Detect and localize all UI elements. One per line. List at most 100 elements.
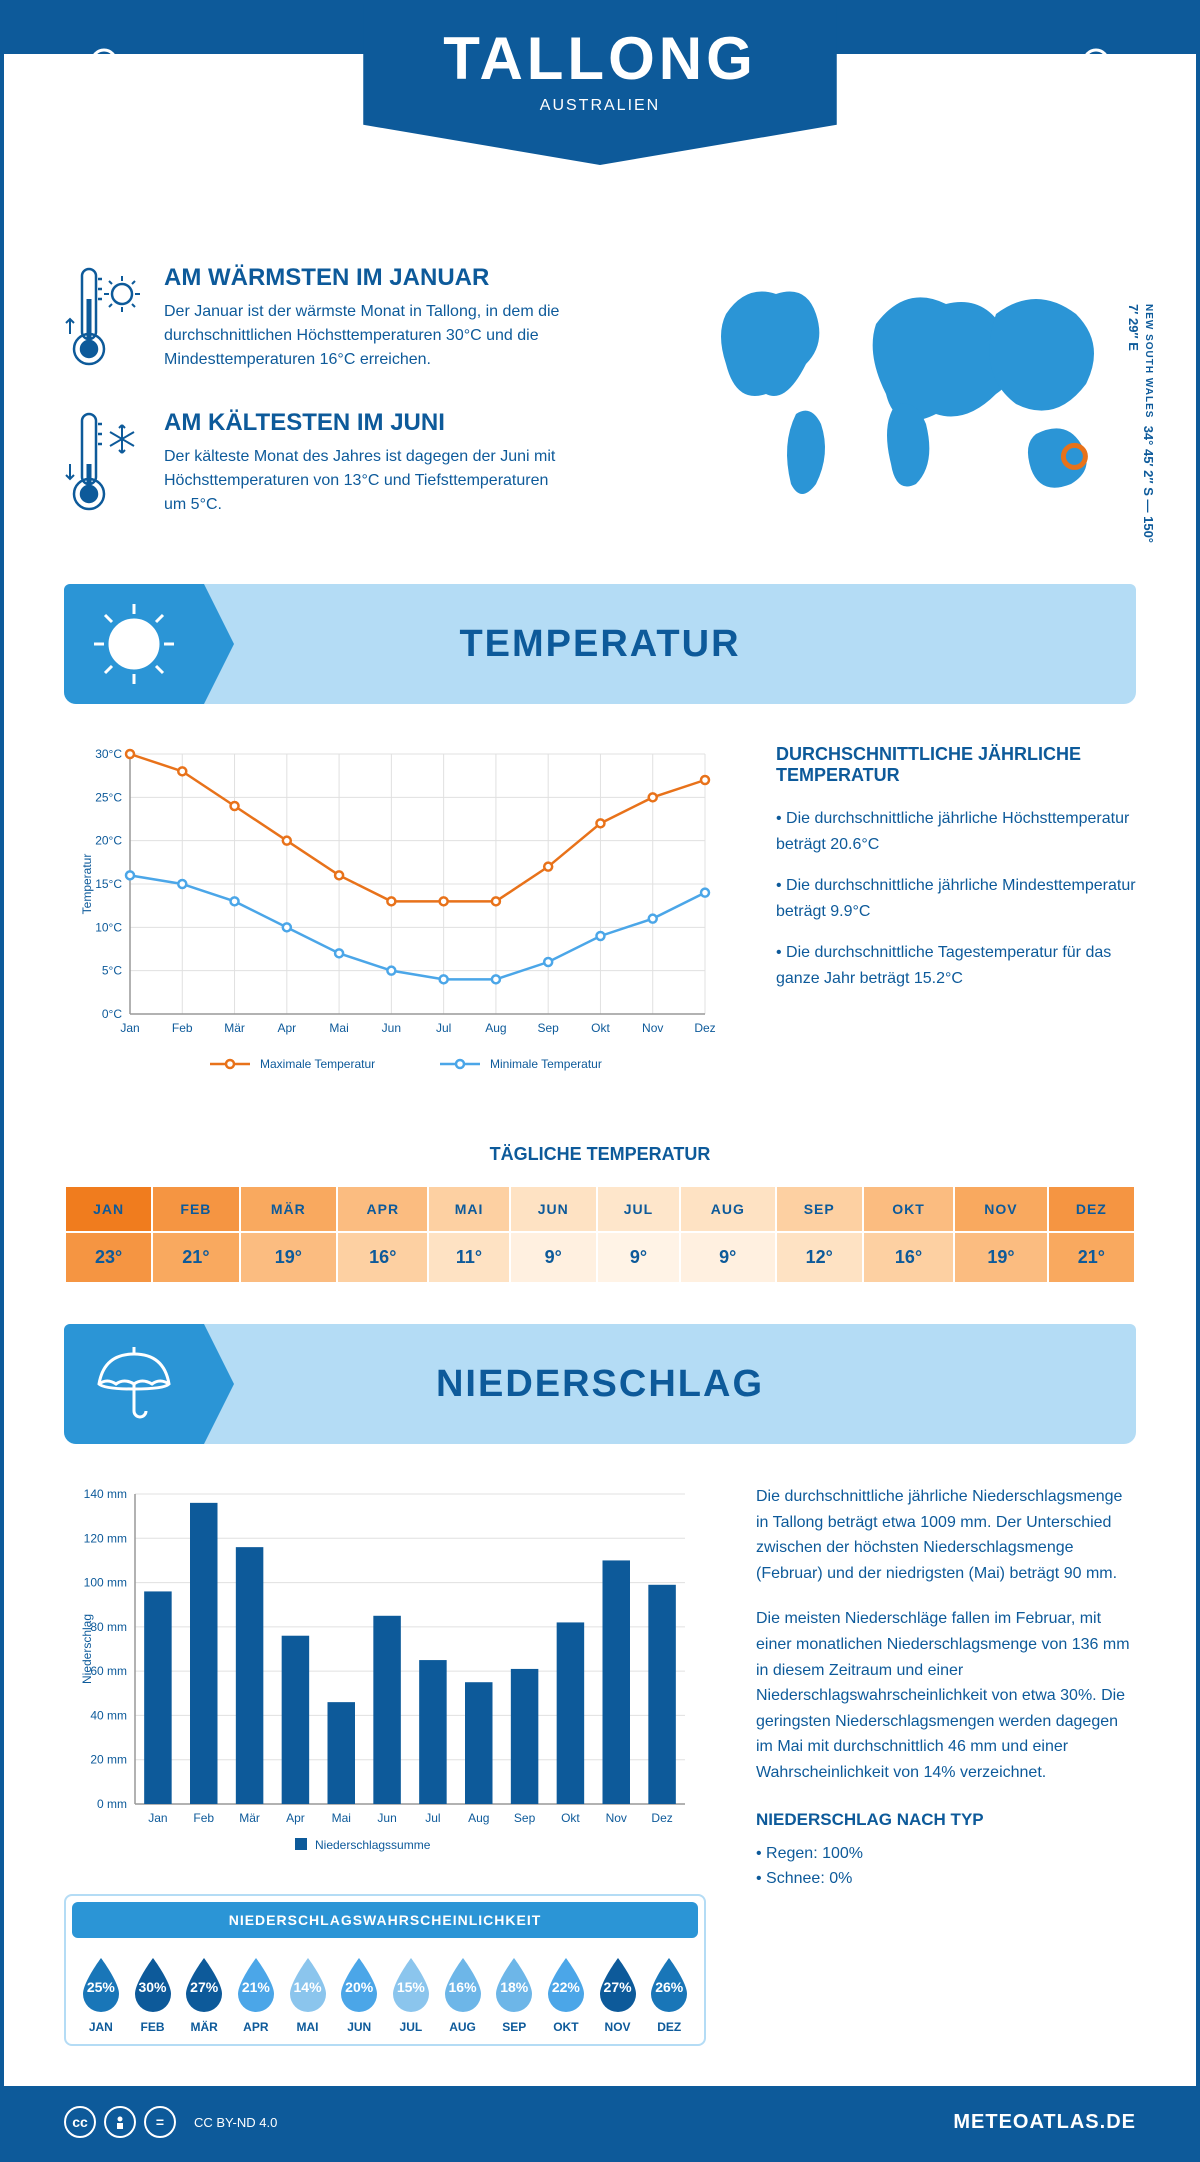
cc-icon: cc	[64, 2106, 96, 2138]
svg-text:Jul: Jul	[436, 1021, 451, 1035]
precip-info: Die durchschnittliche jährliche Niedersc…	[756, 1484, 1136, 2046]
section-banner-temp: TEMPERATUR	[64, 584, 1136, 704]
svg-text:Sep: Sep	[538, 1021, 560, 1035]
world-map-container: NEW SOUTH WALES 34° 45′ 2″ S — 150° 7′ 2…	[696, 264, 1136, 554]
svg-text:Mär: Mär	[239, 1811, 260, 1825]
svg-text:Jan: Jan	[148, 1811, 167, 1825]
svg-text:140 mm: 140 mm	[84, 1487, 127, 1501]
svg-text:40 mm: 40 mm	[90, 1708, 127, 1722]
svg-text:Jun: Jun	[377, 1811, 396, 1825]
probability-drop: 16% AUG	[438, 1954, 488, 2034]
page: TALLONG AUSTRALIEN	[0, 0, 1200, 2162]
table-header: JAN	[65, 1186, 152, 1232]
svg-text:Maximale Temperatur: Maximale Temperatur	[260, 1057, 375, 1071]
by-icon	[104, 2106, 136, 2138]
svg-text:Niederschlag: Niederschlag	[80, 1614, 94, 1684]
svg-text:120 mm: 120 mm	[84, 1531, 127, 1545]
svg-text:100 mm: 100 mm	[84, 1576, 127, 1590]
probability-drop: 25% JAN	[76, 1954, 126, 2034]
svg-text:Aug: Aug	[468, 1811, 489, 1825]
section-title: TEMPERATUR	[459, 623, 740, 666]
svg-text:Jul: Jul	[425, 1811, 440, 1825]
table-cell: 16°	[863, 1232, 954, 1283]
table-cell: 9°	[597, 1232, 680, 1283]
coldest-block: AM KÄLTESTEN IM JUNI Der kälteste Monat …	[64, 409, 656, 524]
svg-text:Sep: Sep	[514, 1811, 536, 1825]
thermometer-sun-icon	[64, 264, 144, 379]
page-title: TALLONG	[443, 24, 757, 93]
table-cell: 19°	[954, 1232, 1047, 1283]
svg-text:Dez: Dez	[694, 1021, 715, 1035]
svg-text:Minimale Temperatur: Minimale Temperatur	[490, 1057, 602, 1071]
thermometer-snow-icon	[64, 409, 144, 524]
probability-drop: 20% JUN	[334, 1954, 384, 2034]
svg-text:0°C: 0°C	[102, 1007, 122, 1021]
probability-drop: 26% DEZ	[644, 1954, 694, 2034]
license-block: cc = CC BY-ND 4.0	[64, 2106, 277, 2138]
coldest-text: Der kälteste Monat des Jahres ist dagege…	[164, 445, 564, 517]
svg-text:Jan: Jan	[120, 1021, 139, 1035]
svg-text:10°C: 10°C	[95, 920, 122, 934]
probability-drop: 15% JUL	[386, 1954, 436, 2034]
probability-drop: 18% SEP	[489, 1954, 539, 2034]
warmest-text: Der Januar ist der wärmste Monat in Tall…	[164, 300, 564, 372]
probability-drop: 14% MAI	[283, 1954, 333, 2034]
warmest-title: AM WÄRMSTEN IM JANUAR	[164, 264, 564, 292]
probability-drop: 22% OKT	[541, 1954, 591, 2034]
table-cell: 12°	[776, 1232, 863, 1283]
probability-drop: 27% NOV	[593, 1954, 643, 2034]
svg-text:Nov: Nov	[606, 1811, 627, 1825]
table-header: DEZ	[1048, 1186, 1135, 1232]
svg-text:Apr: Apr	[277, 1021, 296, 1035]
precipitation-probability: NIEDERSCHLAGSWAHRSCHEINLICHKEIT 25% JAN …	[64, 1894, 706, 2046]
precipitation-chart: 0 mm20 mm40 mm60 mm80 mm100 mm120 mm140 …	[64, 1484, 706, 1864]
wind-icon	[1036, 44, 1156, 134]
svg-text:Aug: Aug	[485, 1021, 506, 1035]
svg-text:Niederschlagssumme: Niederschlagssumme	[315, 1838, 431, 1852]
section-title: NIEDERSCHLAG	[436, 1363, 764, 1406]
page-subtitle: AUSTRALIEN	[443, 97, 757, 115]
header: TALLONG AUSTRALIEN	[4, 4, 1196, 224]
table-cell: 23°	[65, 1232, 152, 1283]
table-header: MÄR	[240, 1186, 338, 1232]
table-header: SEP	[776, 1186, 863, 1232]
svg-text:Temperatur: Temperatur	[80, 854, 94, 915]
temp-info-item: • Die durchschnittliche Tagestemperatur …	[776, 940, 1136, 991]
table-cell: 16°	[337, 1232, 428, 1283]
coldest-title: AM KÄLTESTEN IM JUNI	[164, 409, 564, 437]
table-header: FEB	[152, 1186, 239, 1232]
precip-type-item: • Schnee: 0%	[756, 1866, 1136, 1892]
world-map-icon	[696, 264, 1136, 524]
temp-info: DURCHSCHNITTLICHE JÄHRLICHE TEMPERATUR •…	[776, 744, 1136, 1084]
probability-drop: 21% APR	[231, 1954, 281, 2034]
section-banner-precip: NIEDERSCHLAG	[64, 1324, 1136, 1444]
footer-brand: METEOATLAS.DE	[953, 2111, 1136, 2134]
sun-icon	[64, 584, 204, 704]
svg-text:25°C: 25°C	[95, 790, 122, 804]
table-cell: 11°	[428, 1232, 509, 1283]
temp-info-item: • Die durchschnittliche jährliche Mindes…	[776, 873, 1136, 924]
svg-text:Feb: Feb	[193, 1811, 214, 1825]
svg-text:5°C: 5°C	[102, 964, 122, 978]
table-header: JUN	[510, 1186, 597, 1232]
svg-text:Jun: Jun	[382, 1021, 401, 1035]
svg-text:15°C: 15°C	[95, 877, 122, 891]
table-cell: 21°	[152, 1232, 239, 1283]
temp-info-item: • Die durchschnittliche jährliche Höchst…	[776, 806, 1136, 857]
coordinates: NEW SOUTH WALES 34° 45′ 2″ S — 150° 7′ 2…	[1126, 304, 1156, 554]
svg-text:80 mm: 80 mm	[90, 1620, 127, 1634]
svg-text:Okt: Okt	[561, 1811, 580, 1825]
table-header: AUG	[680, 1186, 776, 1232]
svg-text:Dez: Dez	[651, 1811, 672, 1825]
svg-text:0 mm: 0 mm	[97, 1797, 127, 1811]
footer: cc = CC BY-ND 4.0 METEOATLAS.DE	[4, 2086, 1196, 2158]
daily-temp-table: JANFEBMÄRAPRMAIJUNJULAUGSEPOKTNOVDEZ 23°…	[64, 1185, 1136, 1284]
table-header: JUL	[597, 1186, 680, 1232]
precip-type-item: • Regen: 100%	[756, 1841, 1136, 1867]
svg-text:20 mm: 20 mm	[90, 1753, 127, 1767]
umbrella-icon	[64, 1324, 204, 1444]
table-header: MAI	[428, 1186, 509, 1232]
warmest-block: AM WÄRMSTEN IM JANUAR Der Januar ist der…	[64, 264, 656, 379]
probability-drop: 30% FEB	[128, 1954, 178, 2034]
svg-text:Nov: Nov	[642, 1021, 663, 1035]
